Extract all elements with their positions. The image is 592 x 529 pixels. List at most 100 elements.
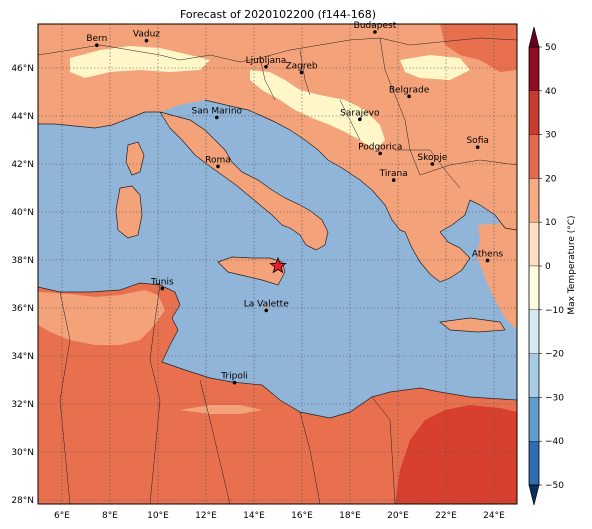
lat-label: 36°N bbox=[11, 304, 34, 314]
colorbar-tick-label: 10 bbox=[545, 218, 557, 228]
lat-label: 40°N bbox=[11, 208, 34, 218]
greece-land bbox=[395, 170, 470, 282]
colorbar-band bbox=[528, 441, 540, 486]
lat-label: 42°N bbox=[11, 160, 34, 170]
lon-label: 14°E bbox=[243, 511, 265, 521]
map-frame bbox=[37, 23, 518, 505]
colorbar-tick-label: −50 bbox=[545, 481, 564, 491]
libya-hot-zone bbox=[395, 405, 517, 504]
lat-label: 32°N bbox=[11, 400, 34, 410]
city-label: Vaduz bbox=[133, 30, 160, 40]
eastern-mild-zone bbox=[400, 55, 470, 80]
city-label: Budapest bbox=[354, 21, 397, 31]
colorbar-band bbox=[528, 90, 540, 135]
city-label: Bern bbox=[86, 34, 107, 44]
coastline-africa bbox=[38, 282, 517, 419]
city-dot bbox=[95, 43, 99, 47]
city-dot bbox=[391, 178, 396, 182]
coastline-sardinia bbox=[115, 185, 143, 239]
city-dot bbox=[232, 380, 237, 385]
city-dot bbox=[264, 65, 268, 69]
lat-label: 44°N bbox=[11, 112, 34, 122]
colorbar-band bbox=[528, 222, 540, 267]
star-marker-icon[interactable] bbox=[269, 256, 287, 274]
city-label: Skopje bbox=[417, 153, 447, 163]
colorbar-tick-label: 40 bbox=[545, 87, 557, 97]
lon-label: 24°E bbox=[483, 511, 505, 521]
lon-label: 20°E bbox=[387, 511, 409, 521]
country-borders bbox=[38, 37, 517, 504]
africa-warm-strip bbox=[180, 405, 262, 414]
coastline-greece bbox=[399, 199, 517, 283]
lon-axis-labels: 6°E 8°E 10°E 12°E 14°E 16°E 18°E 20°E 22… bbox=[54, 511, 505, 521]
city-label: Podgorica bbox=[358, 142, 402, 152]
city-dot bbox=[475, 145, 480, 149]
grid-lines bbox=[38, 24, 517, 504]
city-label: Tunis bbox=[150, 278, 174, 288]
city-label: Roma bbox=[205, 155, 231, 165]
lon-label: 6°E bbox=[54, 511, 70, 521]
city-dot bbox=[216, 164, 220, 169]
city-label: Tripoli bbox=[220, 372, 248, 382]
lon-label: 10°E bbox=[147, 511, 169, 521]
lon-label: 16°E bbox=[291, 511, 313, 521]
colorbar-tick-label: 20 bbox=[545, 174, 557, 184]
colorbar-tick-label: −30 bbox=[545, 393, 564, 403]
city-dot bbox=[430, 162, 435, 166]
italy-land bbox=[160, 112, 328, 250]
lat-label: 30°N bbox=[11, 448, 34, 458]
city-label: Belgrade bbox=[389, 85, 430, 95]
colorbar: 50 40 30 20 10 0 −10 −20 −30 −40 −50 bbox=[528, 26, 564, 506]
city-label: Zagreb bbox=[285, 62, 317, 72]
colorbar-band bbox=[528, 134, 540, 179]
coastline-adriatic bbox=[38, 99, 401, 231]
coastline-sicily bbox=[217, 256, 286, 286]
coastline-crete bbox=[439, 317, 506, 333]
coastline-corsica bbox=[125, 141, 145, 176]
colorbar-band bbox=[528, 46, 540, 91]
city-dot bbox=[299, 70, 304, 75]
city-dot bbox=[160, 286, 165, 291]
map-area bbox=[38, 24, 517, 504]
lat-label: 38°N bbox=[11, 256, 34, 266]
map-title: Forecast of 2020102200 (f144-168) bbox=[180, 8, 376, 21]
africa-warm-zone bbox=[38, 290, 165, 345]
colorbar-tick-label: 50 bbox=[545, 43, 557, 53]
city-dot bbox=[264, 308, 269, 313]
coastline-italy bbox=[159, 111, 329, 251]
colorbar-band bbox=[528, 265, 540, 310]
lon-label: 8°E bbox=[102, 511, 118, 521]
colorbar-tick-label: 30 bbox=[545, 131, 557, 141]
city-label: Tirana bbox=[379, 169, 408, 179]
city-label: Athens bbox=[472, 249, 503, 259]
colorbar-tick-label: −10 bbox=[545, 306, 564, 316]
colorbar-top-extension bbox=[528, 26, 540, 48]
lon-label: 22°E bbox=[435, 511, 457, 521]
lat-label: 34°N bbox=[11, 352, 34, 362]
sicily-land bbox=[218, 257, 285, 285]
corsica-land bbox=[126, 142, 144, 175]
city-label: Sofia bbox=[466, 136, 488, 146]
colorbar-band bbox=[528, 309, 540, 354]
lat-label: 46°N bbox=[11, 64, 34, 74]
city-label: La Valette bbox=[244, 299, 289, 309]
alps-mild-zone bbox=[70, 46, 210, 78]
lon-label: 12°E bbox=[195, 511, 217, 521]
lon-label: 18°E bbox=[339, 511, 361, 521]
city-label: San Marino bbox=[192, 106, 243, 116]
colorbar-label: Max Temperature (°C) bbox=[567, 215, 577, 314]
location-marker[interactable] bbox=[269, 256, 287, 274]
city-dot bbox=[358, 117, 362, 122]
city-dot bbox=[215, 115, 219, 120]
city-label: Sarajevo bbox=[340, 108, 380, 118]
lat-label: 28°N bbox=[11, 496, 34, 506]
colorbar-tick-label: −40 bbox=[545, 437, 564, 447]
crete-land bbox=[440, 318, 505, 332]
colorbar-tick-label: −20 bbox=[545, 350, 564, 360]
colorbar-band bbox=[528, 397, 540, 442]
northeast-hot-zone bbox=[440, 24, 517, 72]
city-label: Ljubljana bbox=[246, 56, 287, 66]
turkey-land bbox=[476, 222, 517, 330]
city-dot bbox=[378, 151, 383, 156]
